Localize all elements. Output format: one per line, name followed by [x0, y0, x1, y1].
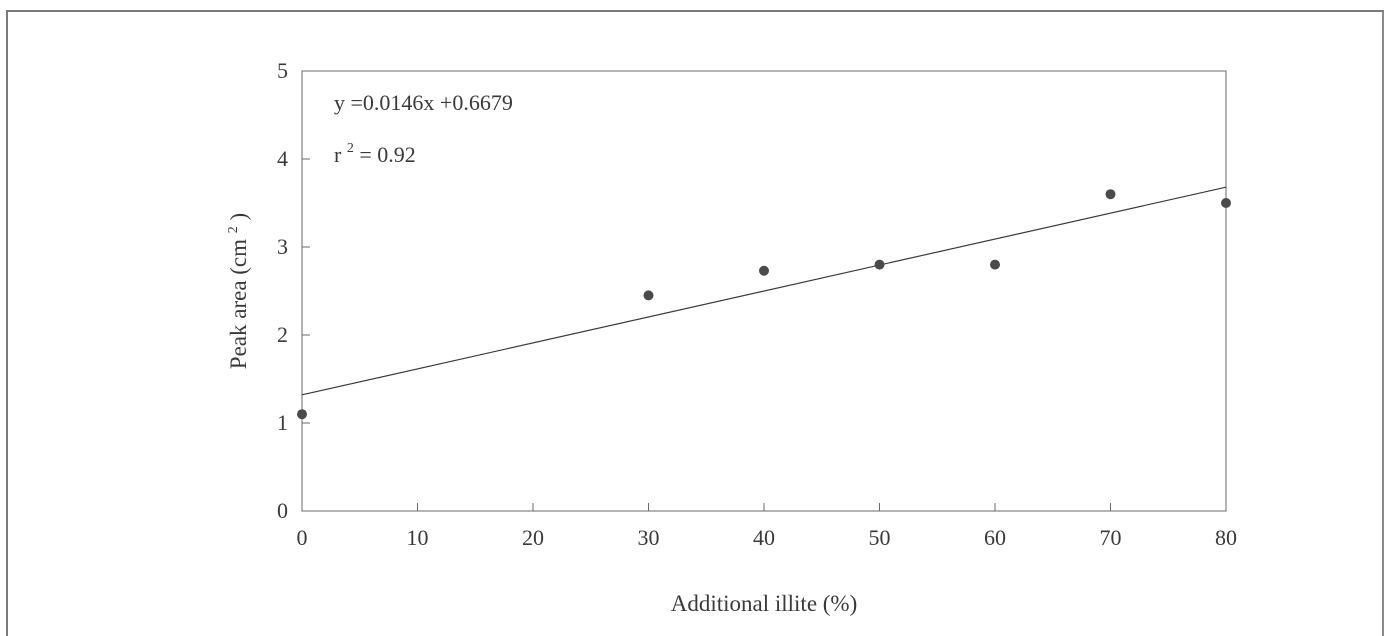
- data-point: [874, 259, 885, 270]
- y-tick-label: 0: [277, 498, 288, 523]
- figure-frame: [6, 10, 1384, 636]
- data-point: [297, 409, 307, 420]
- y-tick-label: 3: [277, 234, 288, 259]
- data-point: [643, 290, 654, 301]
- x-tick-label: 80: [1215, 525, 1237, 550]
- x-ticks: 0 10 20 30 40 50 60 70 80: [297, 503, 1237, 550]
- x-tick-label: 30: [638, 525, 660, 550]
- y-axis-label-superscript: 2: [226, 226, 241, 233]
- y-axis-label-close: ): [226, 213, 251, 221]
- data-point: [1221, 198, 1231, 208]
- trendline: [301, 186, 1227, 396]
- regression-equation: y =0.0146x +0.6679: [334, 90, 513, 115]
- y-axis-label: Peak area (cm 2 ): [217, 213, 251, 369]
- data-points: [297, 189, 1231, 420]
- r-squared-superscript: 2: [347, 141, 354, 156]
- y-tick-label: 2: [277, 322, 288, 347]
- y-tick-label: 1: [277, 410, 288, 435]
- data-point: [1105, 189, 1116, 200]
- x-tick-label: 10: [407, 525, 429, 550]
- y-tick-label: 5: [277, 58, 288, 83]
- r-squared-label: r 2 = 0.92: [334, 132, 416, 167]
- x-tick-label: 40: [753, 525, 775, 550]
- trendline-segment: [301, 186, 1227, 396]
- x-tick-label: 70: [1100, 525, 1122, 550]
- y-tick-label: 4: [277, 146, 288, 171]
- y-ticks: 0 1 2 3 4 5: [277, 58, 310, 523]
- data-point: [990, 259, 1000, 270]
- x-tick-label: 20: [522, 525, 544, 550]
- x-tick-label: 0: [297, 525, 308, 550]
- r-squared-prefix: r: [334, 142, 342, 167]
- x-tick-label: 50: [869, 525, 891, 550]
- data-point: [759, 265, 769, 276]
- r-squared-value: = 0.92: [359, 142, 415, 167]
- x-tick-label: 60: [984, 525, 1006, 550]
- x-axis-label: Additional illite (%): [671, 591, 858, 616]
- y-axis-label-main: Peak area (cm: [226, 239, 251, 369]
